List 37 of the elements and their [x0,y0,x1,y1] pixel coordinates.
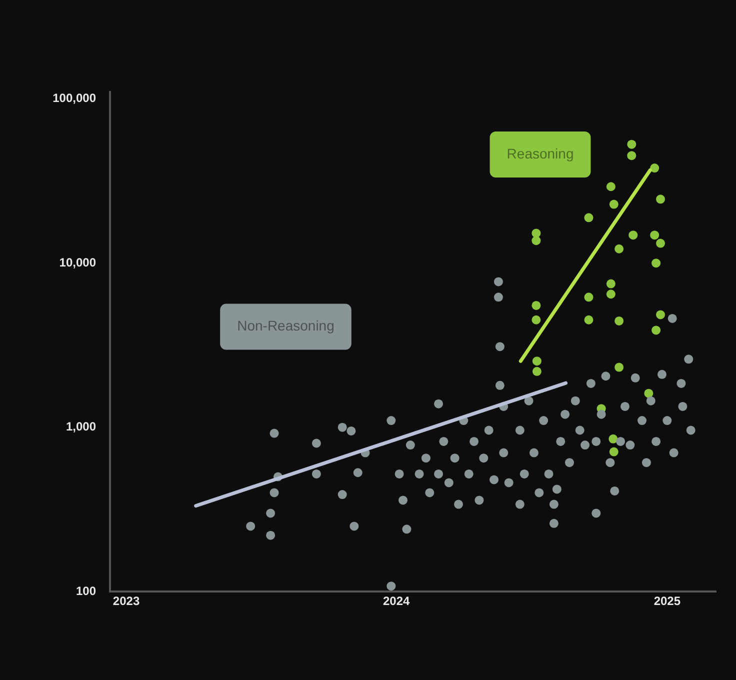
point [614,316,624,326]
x-tick-label: 2023 [112,594,140,608]
point [606,182,616,192]
point [628,230,638,240]
point [614,244,624,254]
point [656,310,666,320]
point [608,434,618,444]
y-tick-label: 100 [76,584,96,598]
point [652,258,661,268]
x-tick-label: 2025 [654,594,681,608]
point [609,200,618,209]
point [606,290,616,299]
point [627,151,636,160]
point [650,164,660,173]
point [650,230,660,240]
point [656,194,666,204]
x-tick-label: 2024 [383,594,410,608]
y-tick-label: 1,000 [66,420,96,434]
point [656,238,666,248]
point [644,388,654,398]
point [609,447,618,456]
point [614,362,624,372]
point [532,356,542,366]
point [532,300,541,310]
text: Reasoning [506,145,574,162]
point [652,326,661,335]
text: Non-Reasoning [237,318,334,334]
point [532,366,542,376]
point [606,279,616,288]
point [584,292,594,302]
y-tick-label: 10,000 [59,255,96,270]
point [584,315,594,324]
point [584,213,594,222]
point [532,315,541,324]
point [532,236,541,246]
point [627,140,636,149]
y-tick-label: 100,000 [52,91,96,106]
